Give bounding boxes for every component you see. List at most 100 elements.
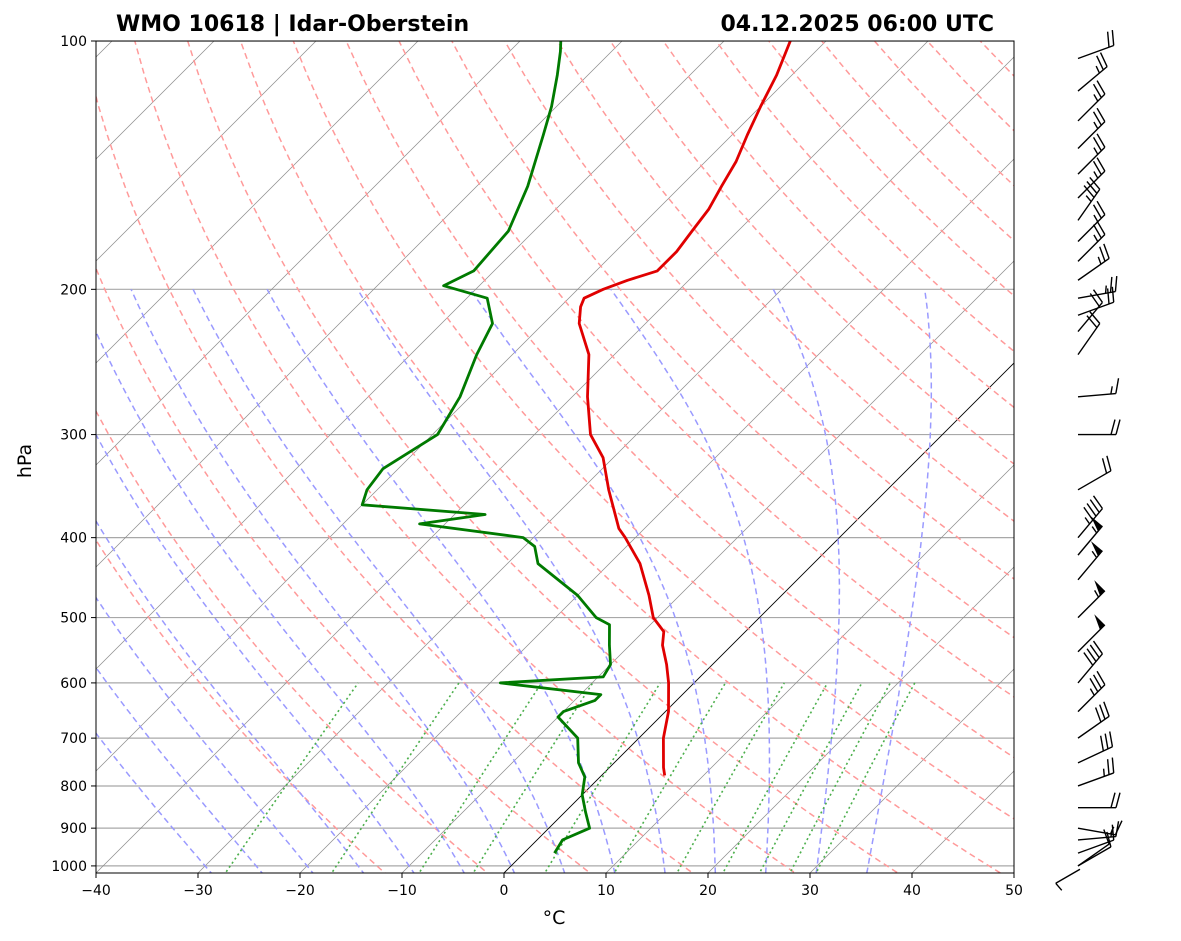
dry-adiabat-260 (96, 538, 387, 873)
wind-barb-extra (1055, 868, 1081, 891)
chart-title-station: WMO 10618 | Idar-Oberstein (116, 12, 469, 37)
mixing-ratio-0.4 (224, 682, 359, 873)
barb-flag (1094, 580, 1105, 596)
wind-barb (1077, 80, 1106, 122)
isotherm--80 (96, 41, 521, 466)
barb-full (1099, 704, 1106, 720)
wind-barb (1077, 176, 1101, 221)
mixing-ratio-8 (613, 682, 727, 873)
barb-staff (1077, 839, 1114, 854)
isotherm--20 (299, 158, 1014, 873)
moist-adiabat-15 (356, 288, 666, 873)
barb-full (1111, 286, 1115, 303)
y-tick-label: 200 (60, 282, 87, 298)
barb-full (1106, 31, 1110, 48)
barb-full (1092, 640, 1103, 655)
mixing-ratio-5 (543, 682, 661, 873)
barb-full (1109, 731, 1114, 747)
barb-half (1095, 65, 1101, 74)
dry-adiabat-270 (96, 409, 489, 873)
barb-half (1093, 214, 1099, 223)
wind-barb (1077, 731, 1114, 764)
wind-barb (1077, 243, 1110, 281)
y-tick-label: 300 (60, 428, 87, 444)
x-axis-label: °C (543, 907, 566, 929)
dry-adiabat-400 (662, 41, 1014, 409)
isotherm-20 (707, 566, 1014, 873)
y-tick-label: 900 (60, 821, 87, 837)
barb-half (1091, 550, 1098, 559)
wind-barb (1077, 640, 1103, 684)
barb-staff (1077, 827, 1116, 836)
wind-barb (1077, 455, 1112, 491)
x-tick-label: 10 (597, 883, 615, 899)
barb-staff (1077, 508, 1103, 539)
y-tick-label: 100 (60, 34, 87, 50)
wind-barb (1077, 757, 1115, 787)
isotherm--90 (96, 41, 419, 364)
barb-staff (1077, 301, 1103, 332)
mixing-ratio-28 (815, 682, 916, 873)
barb-staff (1077, 290, 1116, 299)
barb-staff (1077, 214, 1106, 242)
barb-staff (1077, 843, 1110, 867)
barb-full (1104, 733, 1109, 750)
wind-barb (1077, 52, 1108, 92)
barb-full (1115, 792, 1121, 808)
isotherm--70 (96, 41, 623, 568)
barb-full (1086, 181, 1098, 194)
wind-barb (1077, 820, 1123, 836)
barb-full (1114, 820, 1123, 836)
barb-full (1089, 311, 1101, 324)
barb-full (1110, 792, 1116, 808)
barb-half (1093, 171, 1099, 179)
barb-staff (1077, 188, 1101, 221)
barb-staff (1077, 835, 1116, 841)
barb-staff (1077, 234, 1106, 262)
barb-full (1083, 652, 1094, 666)
dry-adiabat-310 (186, 41, 900, 873)
isotherm--100 (96, 41, 317, 262)
barb-full (1109, 276, 1113, 293)
moist-adiabat-35 (866, 289, 933, 873)
isotherm-10 (605, 464, 1014, 873)
isotherm--10 (401, 260, 1014, 873)
barb-staff (1077, 590, 1106, 619)
dry-adiabat-300 (134, 41, 797, 873)
barb-full (1096, 220, 1106, 235)
barb-half (1102, 768, 1106, 777)
barb-full (1096, 55, 1104, 71)
wind-barb (1077, 516, 1103, 556)
moist-adiabat--25 (96, 666, 264, 873)
barb-full (1103, 701, 1110, 717)
barb-half (1094, 590, 1100, 598)
barb-full (1099, 735, 1105, 752)
barb-full (1094, 707, 1102, 723)
wind-barb (1077, 670, 1106, 713)
barb-full (1092, 289, 1103, 303)
x-axis-ticks: −40 −30 −20 −10 0 10 20 30 40 50 (81, 873, 1023, 899)
isotherm-30 (809, 668, 1014, 873)
barb-staff (1055, 868, 1081, 884)
barb-full (1092, 204, 1102, 219)
barb-half (1085, 195, 1092, 203)
x-tick-label: −20 (285, 883, 315, 899)
x-tick-label: 30 (801, 883, 819, 899)
y-tick-label: 800 (60, 779, 87, 795)
barb-staff (1077, 121, 1106, 150)
barb-staff (1077, 66, 1108, 92)
x-tick-label: 20 (699, 883, 717, 899)
mixing-ratio-20 (758, 682, 863, 873)
barb-half (1097, 256, 1102, 265)
isotherm--60 (96, 41, 725, 670)
barb-staff (1077, 684, 1106, 713)
barb-full (1101, 458, 1108, 474)
mixing-ratio-16 (722, 682, 829, 873)
isotherm-50 (1013, 872, 1014, 873)
barb-staff (1077, 170, 1106, 199)
barb-full (1092, 224, 1102, 239)
mixing-ratio-2 (418, 682, 543, 873)
barb-full (1111, 29, 1115, 46)
x-tick-label: −10 (387, 883, 417, 899)
isotherm--130 (0, 41, 10, 873)
